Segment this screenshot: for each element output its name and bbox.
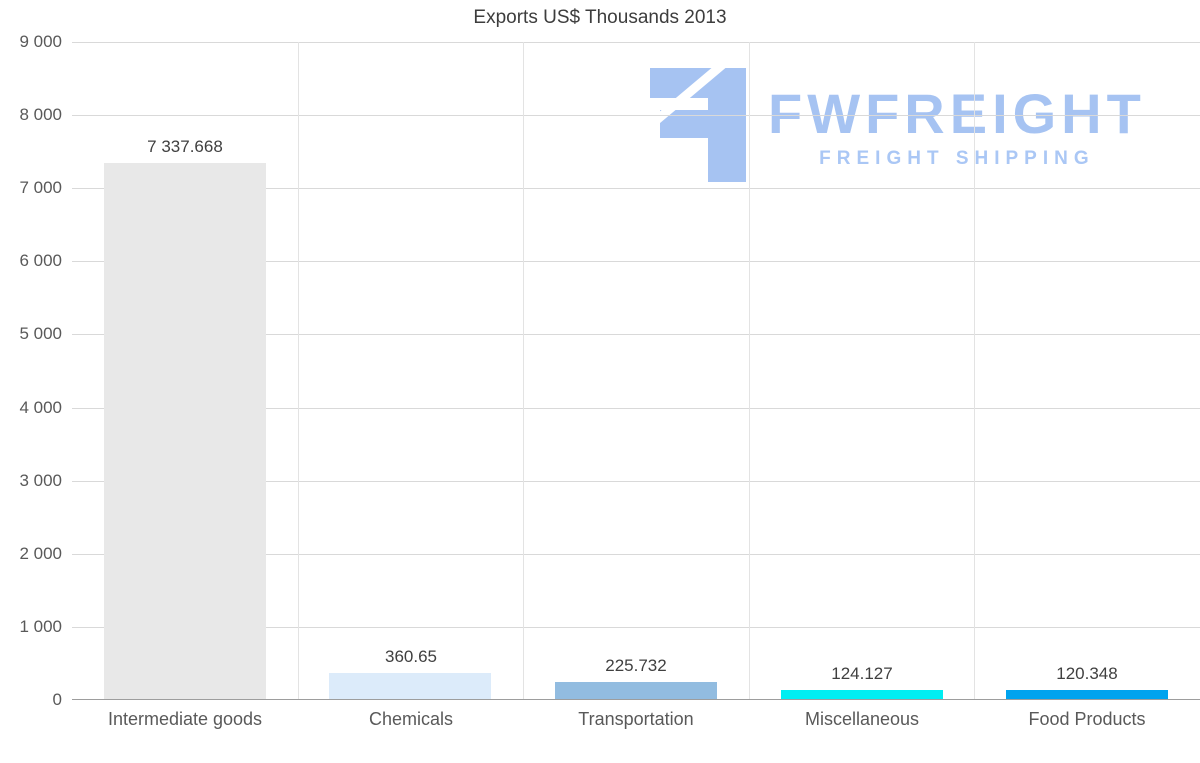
bar-intermediate-goods	[104, 163, 266, 699]
logo-text: FWFREIGHT	[768, 82, 1146, 145]
plot-area: 7 337.668 360.65 225.732 124.127 120.348	[72, 42, 1200, 700]
h-gridline	[72, 261, 1200, 262]
y-tick-label: 4 000	[19, 398, 62, 417]
bar-food-products	[1006, 690, 1168, 699]
y-tick-label: 2 000	[19, 544, 62, 563]
h-gridline	[72, 481, 1200, 482]
v-gridline	[974, 42, 975, 699]
h-gridline	[72, 188, 1200, 189]
bar-value-label: 7 337.668	[147, 137, 223, 156]
x-tick-label: Chemicals	[368, 709, 454, 729]
h-gridline	[72, 627, 1200, 628]
x-tick-label: Food Products	[1028, 709, 1146, 729]
h-gridline	[72, 42, 1200, 43]
h-gridline	[72, 115, 1200, 116]
bar-value-label: 124.127	[831, 664, 893, 683]
chart-title: Exports US$ Thousands 2013	[473, 7, 727, 28]
logo: FWFREIGHT FREIGHT SHIPPING	[650, 68, 1146, 182]
bar-value-label: 225.732	[605, 656, 667, 675]
h-gridline	[72, 334, 1200, 335]
x-tick-label: Miscellaneous	[804, 709, 920, 729]
logo-text-column: FWFREIGHT FREIGHT SHIPPING	[768, 86, 1146, 170]
x-tick-label: Intermediate goods	[107, 709, 263, 729]
v-gridline	[523, 42, 524, 699]
logo-subtitle: FREIGHT SHIPPING	[819, 148, 1095, 169]
x-tick-label: Transportation	[578, 709, 694, 729]
bar-miscellaneous	[781, 690, 943, 699]
y-tick-label: 8 000	[19, 105, 62, 124]
y-tick-label: 7 000	[19, 178, 62, 197]
logo-mark-icon	[650, 68, 746, 182]
bar-value-label: 360.65	[385, 647, 437, 666]
h-gridline	[72, 554, 1200, 555]
v-gridline	[298, 42, 299, 699]
h-gridline	[72, 408, 1200, 409]
bar-value-label: 120.348	[1056, 664, 1118, 683]
bar-chemicals	[329, 673, 491, 699]
y-tick-label: 6 000	[19, 251, 62, 270]
bar-transportation	[555, 682, 717, 699]
y-tick-label: 1 000	[19, 617, 62, 636]
v-gridline	[749, 42, 750, 699]
y-tick-label: 3 000	[19, 471, 62, 490]
y-tick-label: 9 000	[19, 32, 62, 51]
x-axis: Intermediate goods Chemicals Transportatio…	[72, 707, 1200, 737]
y-tick-label: 5 000	[19, 324, 62, 343]
y-tick-label: 0	[52, 690, 62, 709]
